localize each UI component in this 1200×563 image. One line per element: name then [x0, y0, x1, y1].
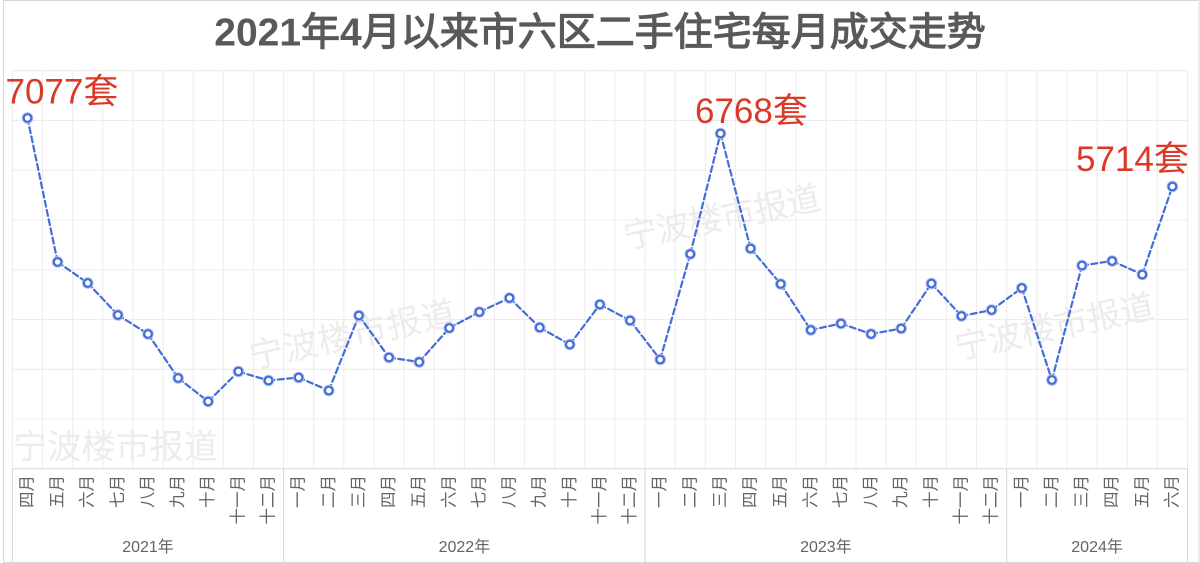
svg-text:十二月: 十二月	[620, 475, 639, 525]
svg-text:九月: 九月	[168, 475, 187, 508]
svg-text:五月: 五月	[49, 475, 67, 508]
svg-text:宁波楼市报道: 宁波楼市报道	[620, 179, 824, 256]
svg-text:一月: 一月	[290, 475, 308, 508]
svg-text:六月: 六月	[439, 475, 458, 508]
svg-text:六月: 六月	[78, 475, 97, 508]
svg-text:十月: 十月	[921, 475, 940, 508]
svg-text:四月: 四月	[1103, 475, 1121, 508]
svg-text:六月: 六月	[1162, 475, 1181, 508]
svg-text:一月: 一月	[1013, 475, 1031, 508]
svg-text:五月: 五月	[1133, 475, 1151, 508]
svg-text:十月: 十月	[198, 475, 217, 508]
svg-text:九月: 九月	[891, 475, 910, 508]
svg-text:四月: 四月	[742, 475, 760, 508]
svg-text:6768套: 6768套	[695, 92, 808, 131]
svg-text:七月: 七月	[469, 475, 488, 508]
svg-text:2021年4月以来市六区二手住宅每月成交走势: 2021年4月以来市六区二手住宅每月成交走势	[214, 11, 985, 55]
svg-text:八月: 八月	[139, 475, 157, 508]
svg-text:八月: 八月	[501, 475, 519, 508]
svg-text:十一月: 十一月	[228, 475, 247, 525]
svg-text:2024年: 2024年	[1071, 538, 1123, 556]
svg-text:一月: 一月	[651, 475, 669, 508]
svg-text:七月: 七月	[108, 475, 127, 508]
svg-text:八月: 八月	[862, 475, 880, 508]
svg-text:六月: 六月	[801, 475, 820, 508]
svg-text:宁波楼市报道: 宁波楼市报道	[246, 294, 459, 376]
svg-text:二月: 二月	[681, 475, 699, 508]
svg-text:7077套: 7077套	[6, 73, 119, 112]
svg-text:三月: 三月	[1073, 475, 1091, 508]
svg-text:宁波楼市报道: 宁波楼市报道	[13, 429, 218, 467]
svg-text:十二月: 十二月	[259, 475, 278, 525]
svg-text:十月: 十月	[560, 475, 579, 508]
svg-text:七月: 七月	[831, 475, 850, 508]
svg-text:2021年: 2021年	[122, 538, 174, 556]
svg-text:二月: 二月	[320, 475, 338, 508]
svg-text:四月: 四月	[380, 475, 398, 508]
svg-text:2022年: 2022年	[439, 538, 491, 556]
svg-text:九月: 九月	[530, 475, 549, 508]
svg-text:三月: 三月	[712, 475, 730, 508]
svg-text:五月: 五月	[410, 475, 428, 508]
svg-text:5714套: 5714套	[1076, 140, 1189, 179]
svg-text:十一月: 十一月	[590, 475, 609, 525]
svg-text:五月: 五月	[772, 475, 790, 508]
svg-text:2023年: 2023年	[800, 538, 852, 556]
svg-text:十一月: 十一月	[952, 475, 971, 525]
svg-text:十二月: 十二月	[982, 475, 1001, 525]
svg-text:二月: 二月	[1043, 475, 1061, 508]
svg-text:四月: 四月	[19, 475, 37, 508]
svg-text:三月: 三月	[350, 475, 368, 508]
